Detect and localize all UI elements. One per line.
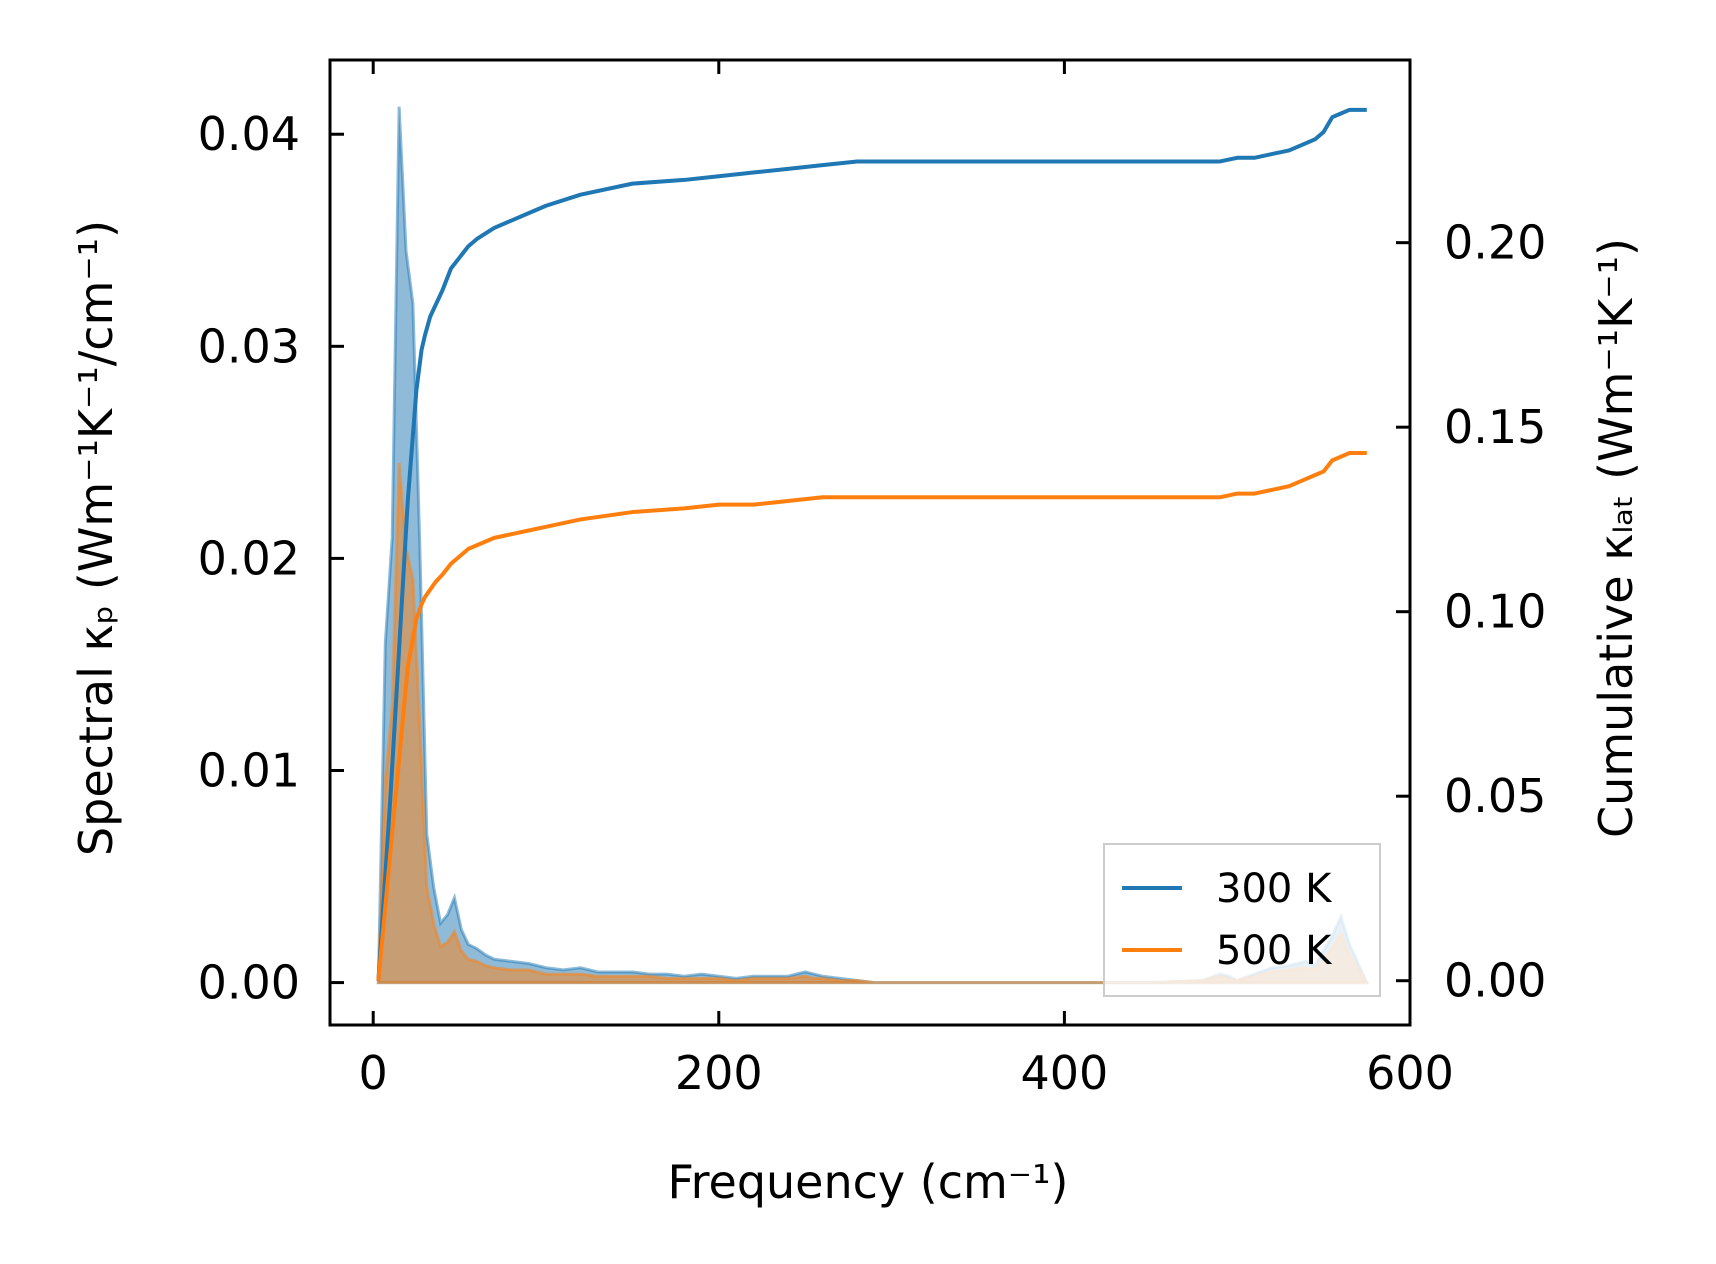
cumulative-line-300-k [376,107,1367,981]
axes-frame [328,58,1412,1027]
y-tick-label-right: 0.20 [1444,216,1546,270]
y-axis-label-left: Spectral κₚ (Wm⁻¹K⁻¹/cm⁻¹) [69,220,123,856]
x-tick-label: 600 [1366,1046,1454,1100]
y-tick-label-left: 0.03 [198,319,300,373]
y-tick-label-left: 0.04 [198,107,300,161]
y-tick-label-right: 0.05 [1444,769,1546,823]
x-tick-label: 0 [359,1046,388,1100]
y-tick-label-left: 0.00 [198,956,300,1010]
legend-box [1103,843,1381,997]
y-tick-label-right: 0.15 [1444,400,1546,454]
y-tick-label-left: 0.01 [198,743,300,797]
legend-entry: 300 K [1216,866,1333,912]
legend: 300 K 500 K [1103,843,1381,997]
y-tick-label-right: 0.10 [1444,585,1546,639]
y-axis-label-right: Cumulative κₗₐₜ (Wm⁻¹K⁻¹) [1589,238,1643,838]
x-tick-label: 200 [675,1046,763,1100]
x-tick-label: 400 [1020,1046,1108,1100]
y-tick-label-left: 0.02 [198,531,300,585]
x-axis-label: Frequency (cm⁻¹) [668,1155,1069,1209]
axes: 0 200 400 600 0.00 0.01 0.02 0.03 0.04 0.00 0.05 0.… [198,58,1546,1100]
cumulative-line-500-k [376,451,1367,981]
y-tick-label-right: 0.00 [1444,954,1546,1008]
legend-entry: 500 K [1216,928,1333,974]
